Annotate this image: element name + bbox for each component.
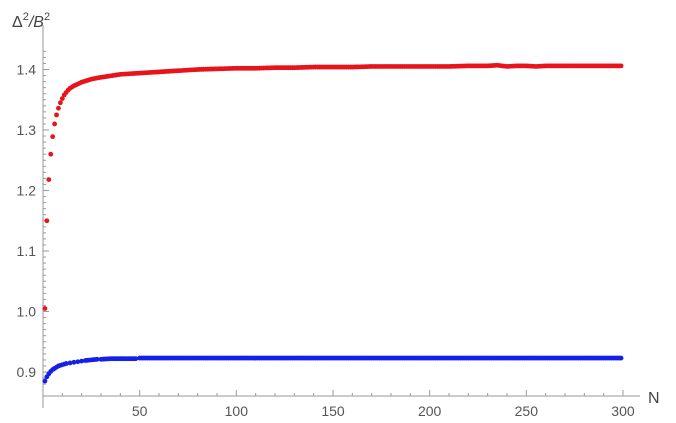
- red-series-point: [154, 69, 160, 75]
- red-series-point: [579, 63, 585, 69]
- blue-series-point: [328, 355, 334, 361]
- red-series-point: [483, 63, 489, 69]
- blue-series-point: [125, 356, 131, 362]
- tick-layer: 50 100 150 200 250 300 0.9 1.0 1.1 1.2 1.3 1.4: [17, 50, 635, 419]
- y-tick-label: 1.2: [17, 183, 37, 199]
- x-tick-label: 300: [611, 403, 635, 419]
- red-series-point: [386, 64, 392, 69]
- red-series-point: [502, 63, 508, 69]
- red-series-point: [108, 73, 114, 79]
- blue-series-point: [541, 355, 547, 361]
- red-series-point: [425, 64, 431, 69]
- red-series-point: [92, 75, 98, 81]
- red-series-point: [531, 63, 537, 69]
- x-tick-label: 100: [225, 403, 249, 419]
- y-tick-label: 1.0: [17, 304, 37, 320]
- red-series-point: [125, 71, 131, 77]
- blue-series-point: [75, 359, 81, 365]
- blue-series-point: [86, 357, 92, 363]
- red-series-point: [115, 72, 121, 78]
- red-series-point: [73, 82, 79, 88]
- red-series-point: [541, 63, 547, 69]
- blue-series-point: [483, 355, 489, 361]
- red-series-point: [183, 67, 189, 73]
- blue-series-point: [67, 360, 73, 366]
- x-tick-label: 250: [515, 403, 539, 419]
- blue-series-point: [270, 355, 276, 361]
- blue-series-point: [193, 355, 199, 361]
- blue-series-point: [42, 378, 48, 384]
- y-tick-label: 0.9: [17, 364, 37, 380]
- y-label-exp1: 2: [23, 11, 29, 23]
- red-series-point: [52, 121, 57, 127]
- red-series-point: [521, 63, 527, 69]
- red-series-point: [144, 70, 150, 76]
- blue-series-point: [231, 355, 237, 361]
- red-series-point: [367, 64, 373, 69]
- red-series-point: [46, 177, 52, 183]
- red-series-point: [44, 218, 50, 224]
- y-tick-label: 1.3: [17, 122, 37, 138]
- red-series-point: [512, 63, 518, 69]
- x-axis-label: N: [648, 390, 660, 407]
- red-series-point: [59, 96, 65, 101]
- red-series-point: [54, 112, 59, 118]
- red-series-point: [81, 79, 86, 84]
- red-series-point: [616, 63, 622, 69]
- blue-series-point: [79, 358, 85, 364]
- x-tick-label: 50: [132, 403, 148, 419]
- red-series-point: [270, 65, 276, 71]
- red-series-point: [289, 65, 295, 71]
- red-series-point: [444, 64, 450, 69]
- y-label-base: Δ: [12, 14, 23, 31]
- red-series-point: [86, 77, 92, 83]
- blue-series-point: [616, 355, 622, 361]
- red-series-point: [173, 68, 179, 74]
- red-series-point: [492, 62, 498, 68]
- red-series-point: [309, 64, 315, 70]
- y-tick-label: 1.4: [17, 62, 37, 78]
- red-series-point: [599, 63, 605, 69]
- y-label-slash: /B: [28, 14, 44, 31]
- red-series-point: [100, 74, 106, 80]
- blue-series-point: [173, 355, 179, 361]
- red-series-point: [48, 151, 54, 157]
- blue-series-point: [61, 361, 67, 367]
- blue-series-point: [131, 356, 137, 362]
- red-series-point: [77, 80, 83, 86]
- red-series-point: [164, 69, 170, 74]
- x-tick-label: 200: [418, 403, 442, 419]
- red-series-point: [560, 63, 566, 69]
- blue-series-point: [71, 359, 77, 365]
- red-series-point: [231, 65, 237, 71]
- y-axis-label: Δ2/B2: [12, 11, 50, 31]
- red-series-point: [347, 64, 353, 70]
- y-tick-label: 1.1: [17, 243, 37, 259]
- red-series-point: [50, 134, 56, 140]
- x-tick-label: 150: [321, 403, 345, 419]
- red-series-point: [56, 105, 61, 111]
- red-series-point: [57, 100, 63, 106]
- blue-series-point: [154, 355, 160, 361]
- blue-series-point: [425, 355, 431, 361]
- red-series-point: [212, 66, 218, 72]
- blue-series-point: [92, 357, 98, 362]
- red-series-point: [193, 67, 199, 73]
- red-series-point: [135, 70, 141, 76]
- blue-series-point: [115, 356, 121, 362]
- data-layer: [42, 62, 624, 384]
- blue-series-point: [106, 356, 112, 362]
- red-series-point: [463, 63, 469, 69]
- red-series-point: [251, 65, 257, 71]
- red-series-point: [328, 64, 334, 70]
- blue-series-point: [579, 355, 585, 361]
- blue-series-point: [386, 355, 392, 361]
- red-series-point: [42, 306, 48, 311]
- red-series-point: [405, 64, 411, 69]
- y-label-exp2: 2: [44, 11, 50, 23]
